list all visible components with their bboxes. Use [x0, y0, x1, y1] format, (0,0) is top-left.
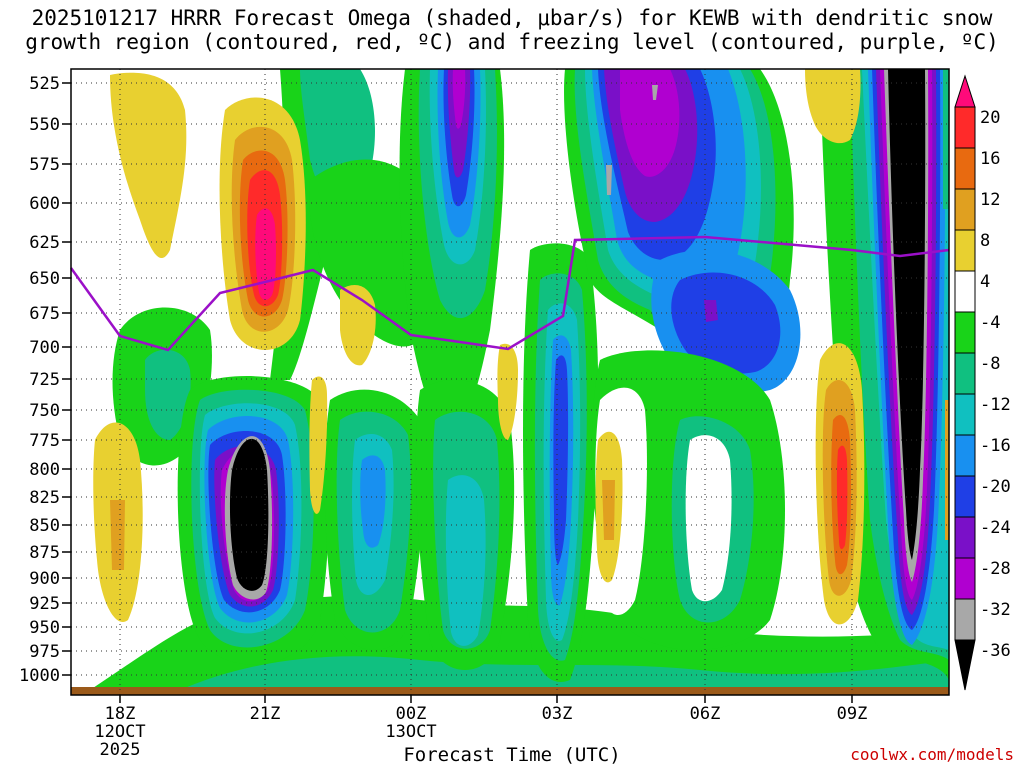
y-tick-label: 725: [29, 370, 60, 390]
colorbar-swatch-m24: [954, 516, 976, 559]
colorbar-swatch-m8: [954, 352, 976, 395]
plot-frame: [70, 68, 950, 696]
colorbar-label: 12: [980, 190, 1000, 210]
colorbar-label: -16: [980, 436, 1011, 456]
y-tick-label: 550: [29, 115, 60, 135]
x-tick-year: 2025: [100, 740, 141, 760]
y-tick-label: 900: [29, 569, 60, 589]
colorbar-label: 20: [980, 108, 1000, 128]
colorbar-label: -12: [980, 395, 1011, 415]
x-tick-label: 06Z: [690, 704, 721, 724]
y-tick-label: 875: [29, 543, 60, 563]
colorbar-swatch-m16: [954, 434, 976, 477]
y-tick-label: 675: [29, 304, 60, 324]
y-tick-label: 850: [29, 516, 60, 536]
colorbar-label: -24: [980, 518, 1011, 538]
colorbar: [954, 74, 976, 691]
freezing-level-line: [69, 235, 950, 352]
y-tick-label: 825: [29, 488, 60, 508]
x-tick-label: 03Z: [542, 704, 573, 724]
y-tick-label: 975: [29, 642, 60, 662]
x-axis: [119, 695, 853, 703]
y-tick-label: 650: [29, 269, 60, 289]
x-axis-title: Forecast Time (UTC): [403, 744, 621, 766]
source-credit-link[interactable]: coolwx.com/models: [850, 745, 1014, 764]
x-tick-label: 21Z: [250, 704, 281, 724]
colorbar-label: 8: [980, 231, 990, 251]
colorbar-swatch-8: [954, 188, 976, 231]
colorbar-label: 16: [980, 149, 1000, 169]
colorbar-label: -32: [980, 600, 1011, 620]
y-tick-label: 775: [29, 431, 60, 451]
y-tick-label: 750: [29, 401, 60, 421]
colorbar-label: 4: [980, 272, 990, 292]
colorbar-swatch-m20: [954, 475, 976, 518]
chart-title-line1: 2025101217 HRRR Forecast Omega (shaded, …: [31, 6, 993, 30]
colorbar-label: -20: [980, 477, 1011, 497]
colorbar-label: -8: [980, 354, 1000, 374]
x-tick-date: 12OCT: [94, 722, 145, 742]
colorbar-label: -36: [980, 641, 1011, 661]
x-tick-label: 00Z: [396, 704, 427, 724]
y-axis: [62, 82, 71, 676]
colorbar-swatch-m4: [954, 311, 976, 354]
colorbar-swatch-20plus: [954, 74, 976, 108]
y-tick-label: 1000: [19, 666, 60, 686]
x-tick-label: 18Z: [105, 704, 136, 724]
colorbar-swatch-m32: [954, 598, 976, 641]
colorbar-label: -28: [980, 559, 1011, 579]
x-tick-label: 09Z: [837, 704, 868, 724]
y-tick-label: 800: [29, 460, 60, 480]
omega-shading: [71, 69, 949, 695]
y-tick-label: 700: [29, 338, 60, 358]
colorbar-swatch-m36: [954, 639, 976, 691]
ground-strip: [71, 687, 949, 695]
colorbar-swatch-neutral: [954, 270, 976, 313]
y-tick-label: 625: [29, 233, 60, 253]
y-tick-label: 950: [29, 618, 60, 638]
colorbar-label: -4: [980, 313, 1000, 333]
x-tick-date: 13OCT: [385, 722, 436, 742]
colorbar-swatch-16: [954, 106, 976, 149]
colorbar-swatch-m12: [954, 393, 976, 436]
y-tick-label: 925: [29, 594, 60, 614]
y-tick-label: 575: [29, 155, 60, 175]
chart-title-line2: growth region (contoured, red, ºC) and f…: [25, 30, 999, 54]
colorbar-swatch-4: [954, 229, 976, 272]
y-tick-label: 600: [29, 194, 60, 214]
colorbar-swatch-12: [954, 147, 976, 190]
colorbar-swatch-m28: [954, 557, 976, 600]
y-tick-label: 525: [29, 74, 60, 94]
